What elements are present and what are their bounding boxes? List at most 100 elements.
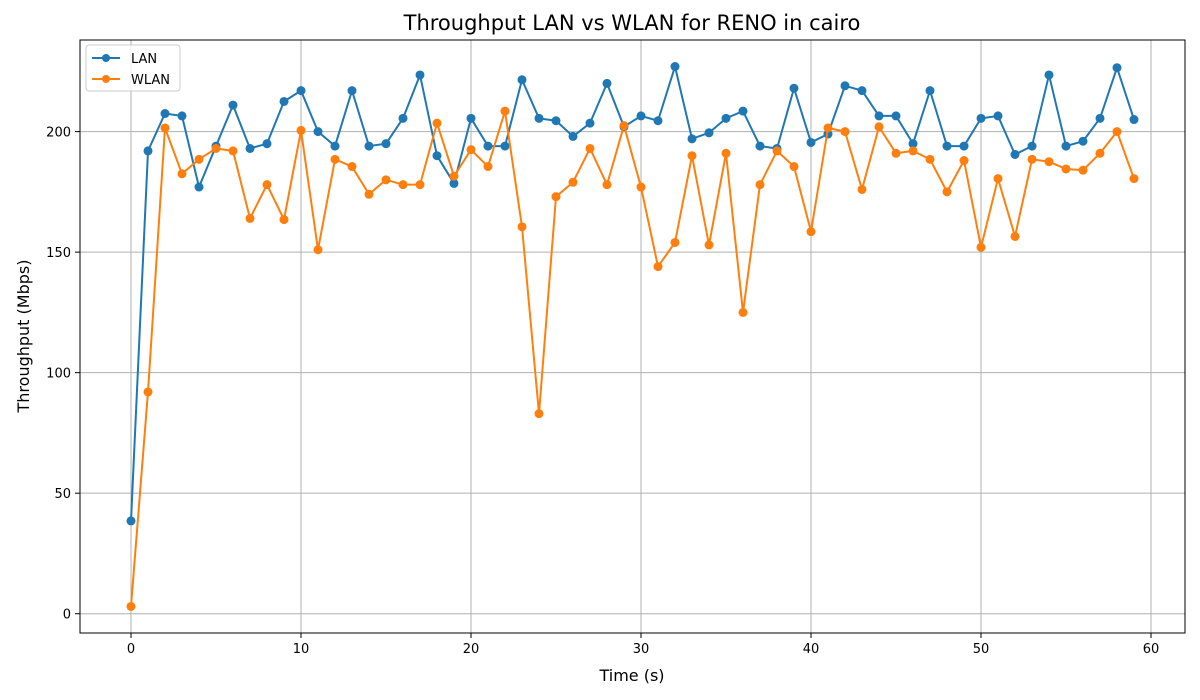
data-point-lan (1112, 63, 1122, 73)
data-point-wlan (177, 169, 187, 179)
data-point-lan (857, 86, 867, 96)
data-point-wlan (347, 162, 357, 172)
data-point-lan (704, 128, 714, 138)
data-point-lan (874, 111, 884, 121)
data-point-lan (245, 143, 255, 153)
data-point-lan (381, 139, 391, 149)
data-point-wlan (670, 237, 680, 247)
series-lan (126, 62, 1139, 526)
plot-area-frame (79, 39, 1186, 634)
x-tick-label: 60 (1143, 642, 1160, 657)
data-point-lan (466, 113, 476, 123)
data-point-wlan (959, 156, 969, 166)
data-point-wlan (245, 213, 255, 223)
data-point-lan (670, 62, 680, 72)
data-point-wlan (1112, 127, 1122, 137)
data-point-lan (126, 516, 136, 526)
data-point-wlan (449, 171, 459, 181)
data-point-lan (415, 70, 425, 80)
data-point-lan (194, 182, 204, 192)
data-point-lan (551, 116, 561, 126)
data-point-wlan (500, 106, 510, 116)
data-point-wlan (381, 175, 391, 185)
data-point-lan (500, 141, 510, 151)
data-point-lan (925, 86, 935, 96)
data-point-wlan (126, 601, 136, 611)
data-point-lan (1129, 115, 1139, 125)
y-axis-label: Throughput (Mbps) (14, 260, 33, 414)
data-point-wlan (687, 151, 697, 161)
data-point-lan (347, 86, 357, 96)
data-point-lan (160, 109, 170, 119)
x-tick-label: 50 (973, 642, 990, 657)
data-point-lan (1044, 70, 1054, 80)
data-point-wlan (721, 148, 731, 158)
x-tick-label: 10 (293, 642, 310, 657)
data-point-lan (568, 131, 578, 141)
data-point-wlan (228, 146, 238, 156)
data-point-lan (806, 137, 816, 147)
data-point-wlan (942, 187, 952, 197)
data-point-lan (976, 113, 986, 123)
data-point-wlan (143, 387, 153, 397)
y-tick-label: 0 (63, 608, 71, 623)
data-point-lan (483, 141, 493, 151)
data-point-wlan (262, 180, 272, 190)
data-point-lan (228, 100, 238, 110)
y-tick-label: 200 (46, 126, 71, 141)
data-point-lan (636, 111, 646, 121)
data-point-lan (364, 141, 374, 151)
data-point-wlan (891, 148, 901, 158)
data-point-wlan (636, 182, 646, 192)
data-point-wlan (704, 240, 714, 250)
data-point-wlan (1078, 165, 1088, 175)
data-point-wlan (296, 125, 306, 135)
data-point-lan (602, 78, 612, 88)
data-point-lan (279, 96, 289, 106)
data-point-lan (738, 106, 748, 116)
data-point-lan (942, 141, 952, 151)
data-point-wlan (806, 227, 816, 237)
data-point-wlan (279, 215, 289, 225)
data-point-lan (789, 83, 799, 93)
y-tick-label: 150 (46, 246, 71, 261)
data-point-lan (1027, 141, 1037, 151)
data-point-wlan (874, 122, 884, 132)
data-point-wlan (738, 307, 748, 317)
data-point-lan (313, 127, 323, 137)
data-point-wlan (1010, 231, 1020, 241)
x-tick-label: 0 (127, 642, 135, 657)
data-point-wlan (908, 146, 918, 156)
legend-entry-wlan: WLAN (92, 73, 170, 88)
data-point-wlan (211, 143, 221, 153)
data-point-wlan (619, 121, 629, 131)
legend: LAN WLAN (85, 44, 181, 92)
data-point-lan (398, 113, 408, 123)
data-point-wlan (534, 409, 544, 419)
data-point-wlan (517, 222, 527, 232)
data-point-wlan (1061, 164, 1071, 174)
data-point-lan (517, 75, 527, 85)
data-point-wlan (653, 262, 663, 272)
data-point-lan (1061, 141, 1071, 151)
data-point-wlan (432, 118, 442, 128)
data-point-lan (687, 134, 697, 144)
legend-marker-lan (102, 54, 110, 62)
data-point-wlan (585, 143, 595, 153)
data-point-lan (959, 141, 969, 151)
data-point-wlan (857, 184, 867, 194)
data-point-wlan (313, 245, 323, 255)
data-point-lan (143, 146, 153, 156)
data-point-lan (721, 113, 731, 123)
x-tick-label: 40 (803, 642, 820, 657)
data-point-lan (449, 178, 459, 188)
data-point-wlan (602, 180, 612, 190)
x-axis-label: Time (s) (598, 666, 664, 685)
data-point-wlan (1027, 154, 1037, 164)
chart-title: Throughput LAN vs WLAN for RENO in cairo (403, 11, 861, 35)
legend-entry-lan: LAN (92, 52, 157, 67)
data-point-wlan (840, 127, 850, 137)
data-point-wlan (1129, 174, 1139, 184)
